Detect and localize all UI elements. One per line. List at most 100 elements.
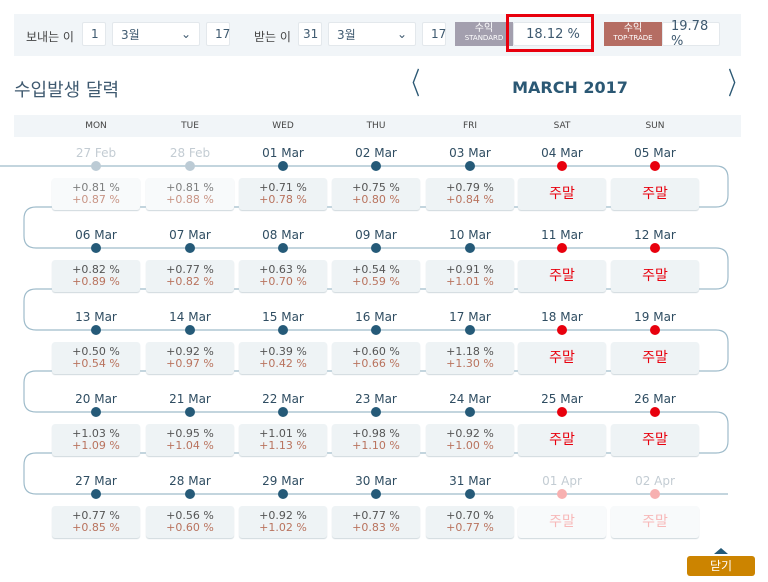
timeline-dot (185, 325, 195, 335)
day-cell[interactable]: 주말 (518, 260, 606, 292)
date-label: 15 Mar (262, 310, 304, 324)
top-trade-yield: +0.66 % (352, 357, 400, 370)
day-cell[interactable]: +0.77 % +0.83 % (332, 506, 420, 538)
standard-yield: +0.39 % (259, 345, 307, 358)
standard-badge-label: 수익 (474, 23, 494, 34)
standard-yield: +0.98 % (352, 427, 400, 440)
sender-day-input[interactable]: 1 (82, 22, 106, 46)
date-label: 23 Mar (355, 392, 397, 406)
day-cell[interactable]: +0.70 % +0.77 % (426, 506, 514, 538)
day-cell[interactable]: +0.39 % +0.42 % (239, 342, 327, 374)
day-cell[interactable]: +0.54 % +0.59 % (332, 260, 420, 292)
top-trade-yield: +1.01 % (446, 275, 494, 288)
weekday-sat: SAT (553, 121, 571, 131)
timeline-dot (465, 489, 475, 499)
date-label: 24 Mar (449, 392, 491, 406)
date-filter-bar: 보내는 이 1 3월 ⌄ 17 받는 이 31 3월 ⌄ 17 수익 STANDARD… (14, 14, 741, 56)
date-label: 02 Mar (355, 146, 397, 160)
date-label: 25 Mar (541, 392, 583, 406)
top-trade-yield: +0.82 % (166, 275, 214, 288)
day-cell[interactable]: +0.77 % +0.85 % (52, 506, 140, 538)
day-cell[interactable]: 주말 (611, 424, 699, 456)
standard-yield-value: 18.12 % (513, 22, 593, 46)
receiver-year-input[interactable]: 17 (422, 22, 446, 46)
day-cell[interactable]: +1.03 % +1.09 % (52, 424, 140, 456)
standard-yield: +0.82 % (72, 263, 120, 276)
top-trade-yield: +1.13 % (259, 439, 307, 452)
date-label: 31 Mar (449, 474, 491, 488)
day-cell[interactable]: +0.71 % +0.78 % (239, 178, 327, 210)
top-trade-yield: +1.10 % (352, 439, 400, 452)
standard-yield: +0.92 % (259, 509, 307, 522)
receiver-day-input[interactable]: 31 (298, 22, 322, 46)
top-trade-yield: +0.83 % (352, 521, 400, 534)
day-cell[interactable]: +0.92 % +0.97 % (146, 342, 234, 374)
day-cell[interactable]: 주말 (518, 506, 606, 538)
standard-yield: +0.77 % (352, 509, 400, 522)
day-cell[interactable]: 주말 (611, 342, 699, 374)
sender-year-input[interactable]: 17 (206, 22, 230, 46)
day-cell[interactable]: +0.60 % +0.66 % (332, 342, 420, 374)
date-label: 06 Mar (75, 228, 117, 242)
day-cell[interactable]: 주말 (611, 178, 699, 210)
day-cell[interactable]: +1.01 % +1.13 % (239, 424, 327, 456)
receiver-month-select[interactable]: 3월 ⌄ (328, 22, 416, 46)
day-cell[interactable]: +0.81 % +0.88 % (146, 178, 234, 210)
sender-month-select[interactable]: 3월 ⌄ (112, 22, 200, 46)
scroll-top-icon[interactable] (714, 548, 728, 554)
close-button[interactable]: 닫기 (687, 556, 755, 576)
date-label: 12 Mar (634, 228, 676, 242)
day-cell[interactable]: 주말 (518, 178, 606, 210)
top-trade-yield: +0.85 % (72, 521, 120, 534)
date-label: 10 Mar (449, 228, 491, 242)
day-cell[interactable]: 주말 (611, 260, 699, 292)
date-label: 01 Mar (262, 146, 304, 160)
next-month-button[interactable]: 〉 (728, 67, 746, 102)
standard-yield: +0.92 % (166, 345, 214, 358)
standard-yield: +0.70 % (446, 509, 494, 522)
day-cell[interactable]: +0.95 % +1.04 % (146, 424, 234, 456)
day-cell[interactable]: +0.79 % +0.84 % (426, 178, 514, 210)
day-cell[interactable]: +0.63 % +0.70 % (239, 260, 327, 292)
standard-yield: +0.60 % (352, 345, 400, 358)
timeline-dot (91, 161, 101, 171)
chevron-down-icon: ⌄ (180, 27, 191, 41)
date-label: 20 Mar (75, 392, 117, 406)
day-cell[interactable]: 주말 (518, 424, 606, 456)
top-trade-yield: +0.84 % (446, 193, 494, 206)
standard-yield: +0.50 % (72, 345, 120, 358)
day-cell[interactable]: +1.18 % +1.30 % (426, 342, 514, 374)
standard-yield: +0.71 % (259, 181, 307, 194)
date-label: 17 Mar (449, 310, 491, 324)
day-cell[interactable]: 주말 (518, 342, 606, 374)
date-label: 29 Mar (262, 474, 304, 488)
day-cell[interactable]: +0.77 % +0.82 % (146, 260, 234, 292)
timeline-dot (371, 161, 381, 171)
timeline-dot (278, 161, 288, 171)
standard-badge-sub: STANDARD (464, 34, 504, 42)
standard-yield: +0.81 % (166, 181, 214, 194)
day-cell[interactable]: +0.92 % +1.02 % (239, 506, 327, 538)
timeline-dot (650, 489, 660, 499)
prev-month-button[interactable]: 〈 (402, 67, 420, 102)
day-cell[interactable]: +0.56 % +0.60 % (146, 506, 234, 538)
top-trade-yield: +0.60 % (166, 521, 214, 534)
timeline-dot (185, 243, 195, 253)
day-cell[interactable]: +0.98 % +1.10 % (332, 424, 420, 456)
receiver-label: 받는 이 (254, 30, 291, 44)
timeline-dot (465, 407, 475, 417)
standard-yield: +1.01 % (259, 427, 307, 440)
day-cell[interactable]: 주말 (611, 506, 699, 538)
day-cell[interactable]: +0.75 % +0.80 % (332, 178, 420, 210)
top-trade-badge-sub: TOP-TRADE (613, 34, 653, 42)
day-cell[interactable]: +0.81 % +0.87 % (52, 178, 140, 210)
day-cell[interactable]: +0.91 % +1.01 % (426, 260, 514, 292)
day-cell[interactable]: +0.50 % +0.54 % (52, 342, 140, 374)
timeline-dot (557, 161, 567, 171)
timeline-dot (91, 325, 101, 335)
day-cell[interactable]: +0.82 % +0.89 % (52, 260, 140, 292)
day-cell[interactable]: +0.92 % +1.00 % (426, 424, 514, 456)
timeline-dot (278, 407, 288, 417)
standard-yield: +0.91 % (446, 263, 494, 276)
timeline-dot (278, 489, 288, 499)
